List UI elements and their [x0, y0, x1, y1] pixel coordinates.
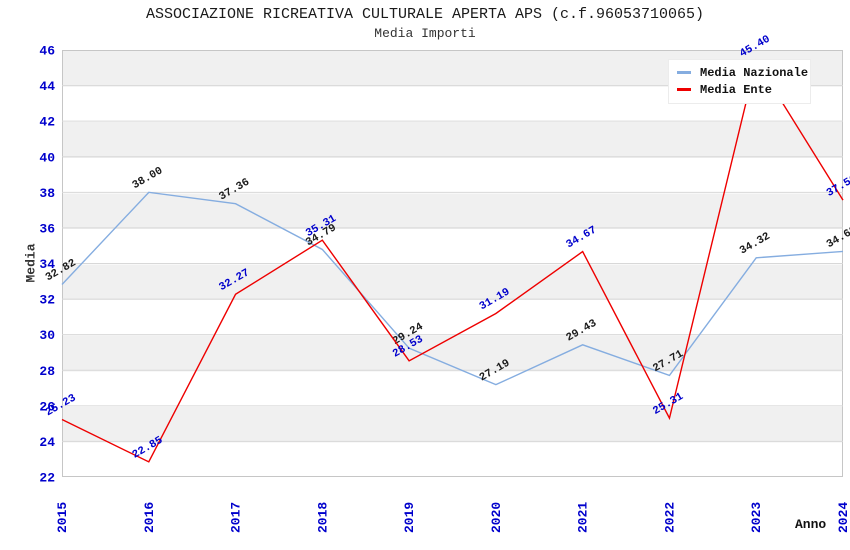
x-tick-label: 2015	[55, 502, 70, 533]
y-tick-label: 36	[39, 221, 55, 236]
x-tick-label: 2020	[489, 502, 504, 533]
y-tick-label: 32	[39, 293, 55, 308]
y-tick-label: 38	[39, 186, 55, 201]
data-label-media-ente: 32.27	[217, 267, 252, 294]
media-ente-line-swatch	[677, 88, 691, 91]
data-label-media-nazionale: 38.00	[130, 165, 165, 192]
data-label-media-nazionale: 34.32	[738, 231, 773, 258]
x-axis-title: Anno	[795, 517, 827, 532]
legend-label-media-nazionale: Media Nazionale	[700, 65, 809, 80]
y-axis-title: Media	[23, 243, 39, 283]
legend-item-media-ente[interactable]: Media Ente	[677, 81, 802, 98]
x-tick-label: 2019	[402, 502, 417, 533]
data-label-media-ente: 25.31	[651, 391, 686, 418]
x-tick-label: 2017	[229, 502, 244, 533]
media-nazionale-line-swatch	[677, 71, 691, 74]
data-label-media-nazionale: 29.43	[564, 317, 599, 344]
legend-label-media-ente: Media Ente	[700, 82, 773, 97]
x-tick-label: 2021	[576, 502, 591, 533]
series-line-media-nazionale	[61, 191, 844, 386]
y-tick-label: 34	[39, 257, 55, 272]
y-tick-label: 44	[39, 79, 55, 94]
data-label-media-nazionale: 27.19	[478, 357, 513, 384]
chart-subtitle: Media Importi	[374, 26, 476, 41]
y-tick-label: 46	[39, 44, 55, 59]
legend-item-media-nazionale[interactable]: Media Nazionale	[677, 64, 808, 81]
x-tick-label: 2023	[749, 502, 764, 533]
x-tick-label: 2018	[315, 502, 330, 533]
y-tick-label: 24	[39, 435, 55, 450]
y-tick-label: 42	[39, 115, 55, 130]
data-label-media-ente: 22.85	[130, 435, 165, 462]
data-label-media-ente: 45.40	[738, 33, 773, 60]
y-tick-label: 28	[39, 364, 55, 379]
y-tick-label: 22	[39, 471, 55, 486]
chart-title: ASSOCIAZIONE RICREATIVA CULTURALE APERTA…	[145, 6, 705, 23]
series-line-media-ente	[61, 58, 844, 463]
data-label-media-nazionale: 37.36	[217, 177, 252, 204]
y-tick-label: 26	[39, 399, 55, 414]
y-tick-label: 30	[39, 328, 55, 343]
data-label-media-ente: 31.19	[478, 286, 513, 313]
y-tick-label: 40	[39, 150, 55, 165]
x-tick-label: 2022	[662, 502, 677, 533]
x-tick-label: 2024	[836, 502, 850, 533]
legend: Media Nazionale Media Ente	[668, 59, 811, 104]
x-tick-label: 2016	[142, 502, 157, 533]
data-label-media-ente: 34.67	[564, 224, 599, 251]
